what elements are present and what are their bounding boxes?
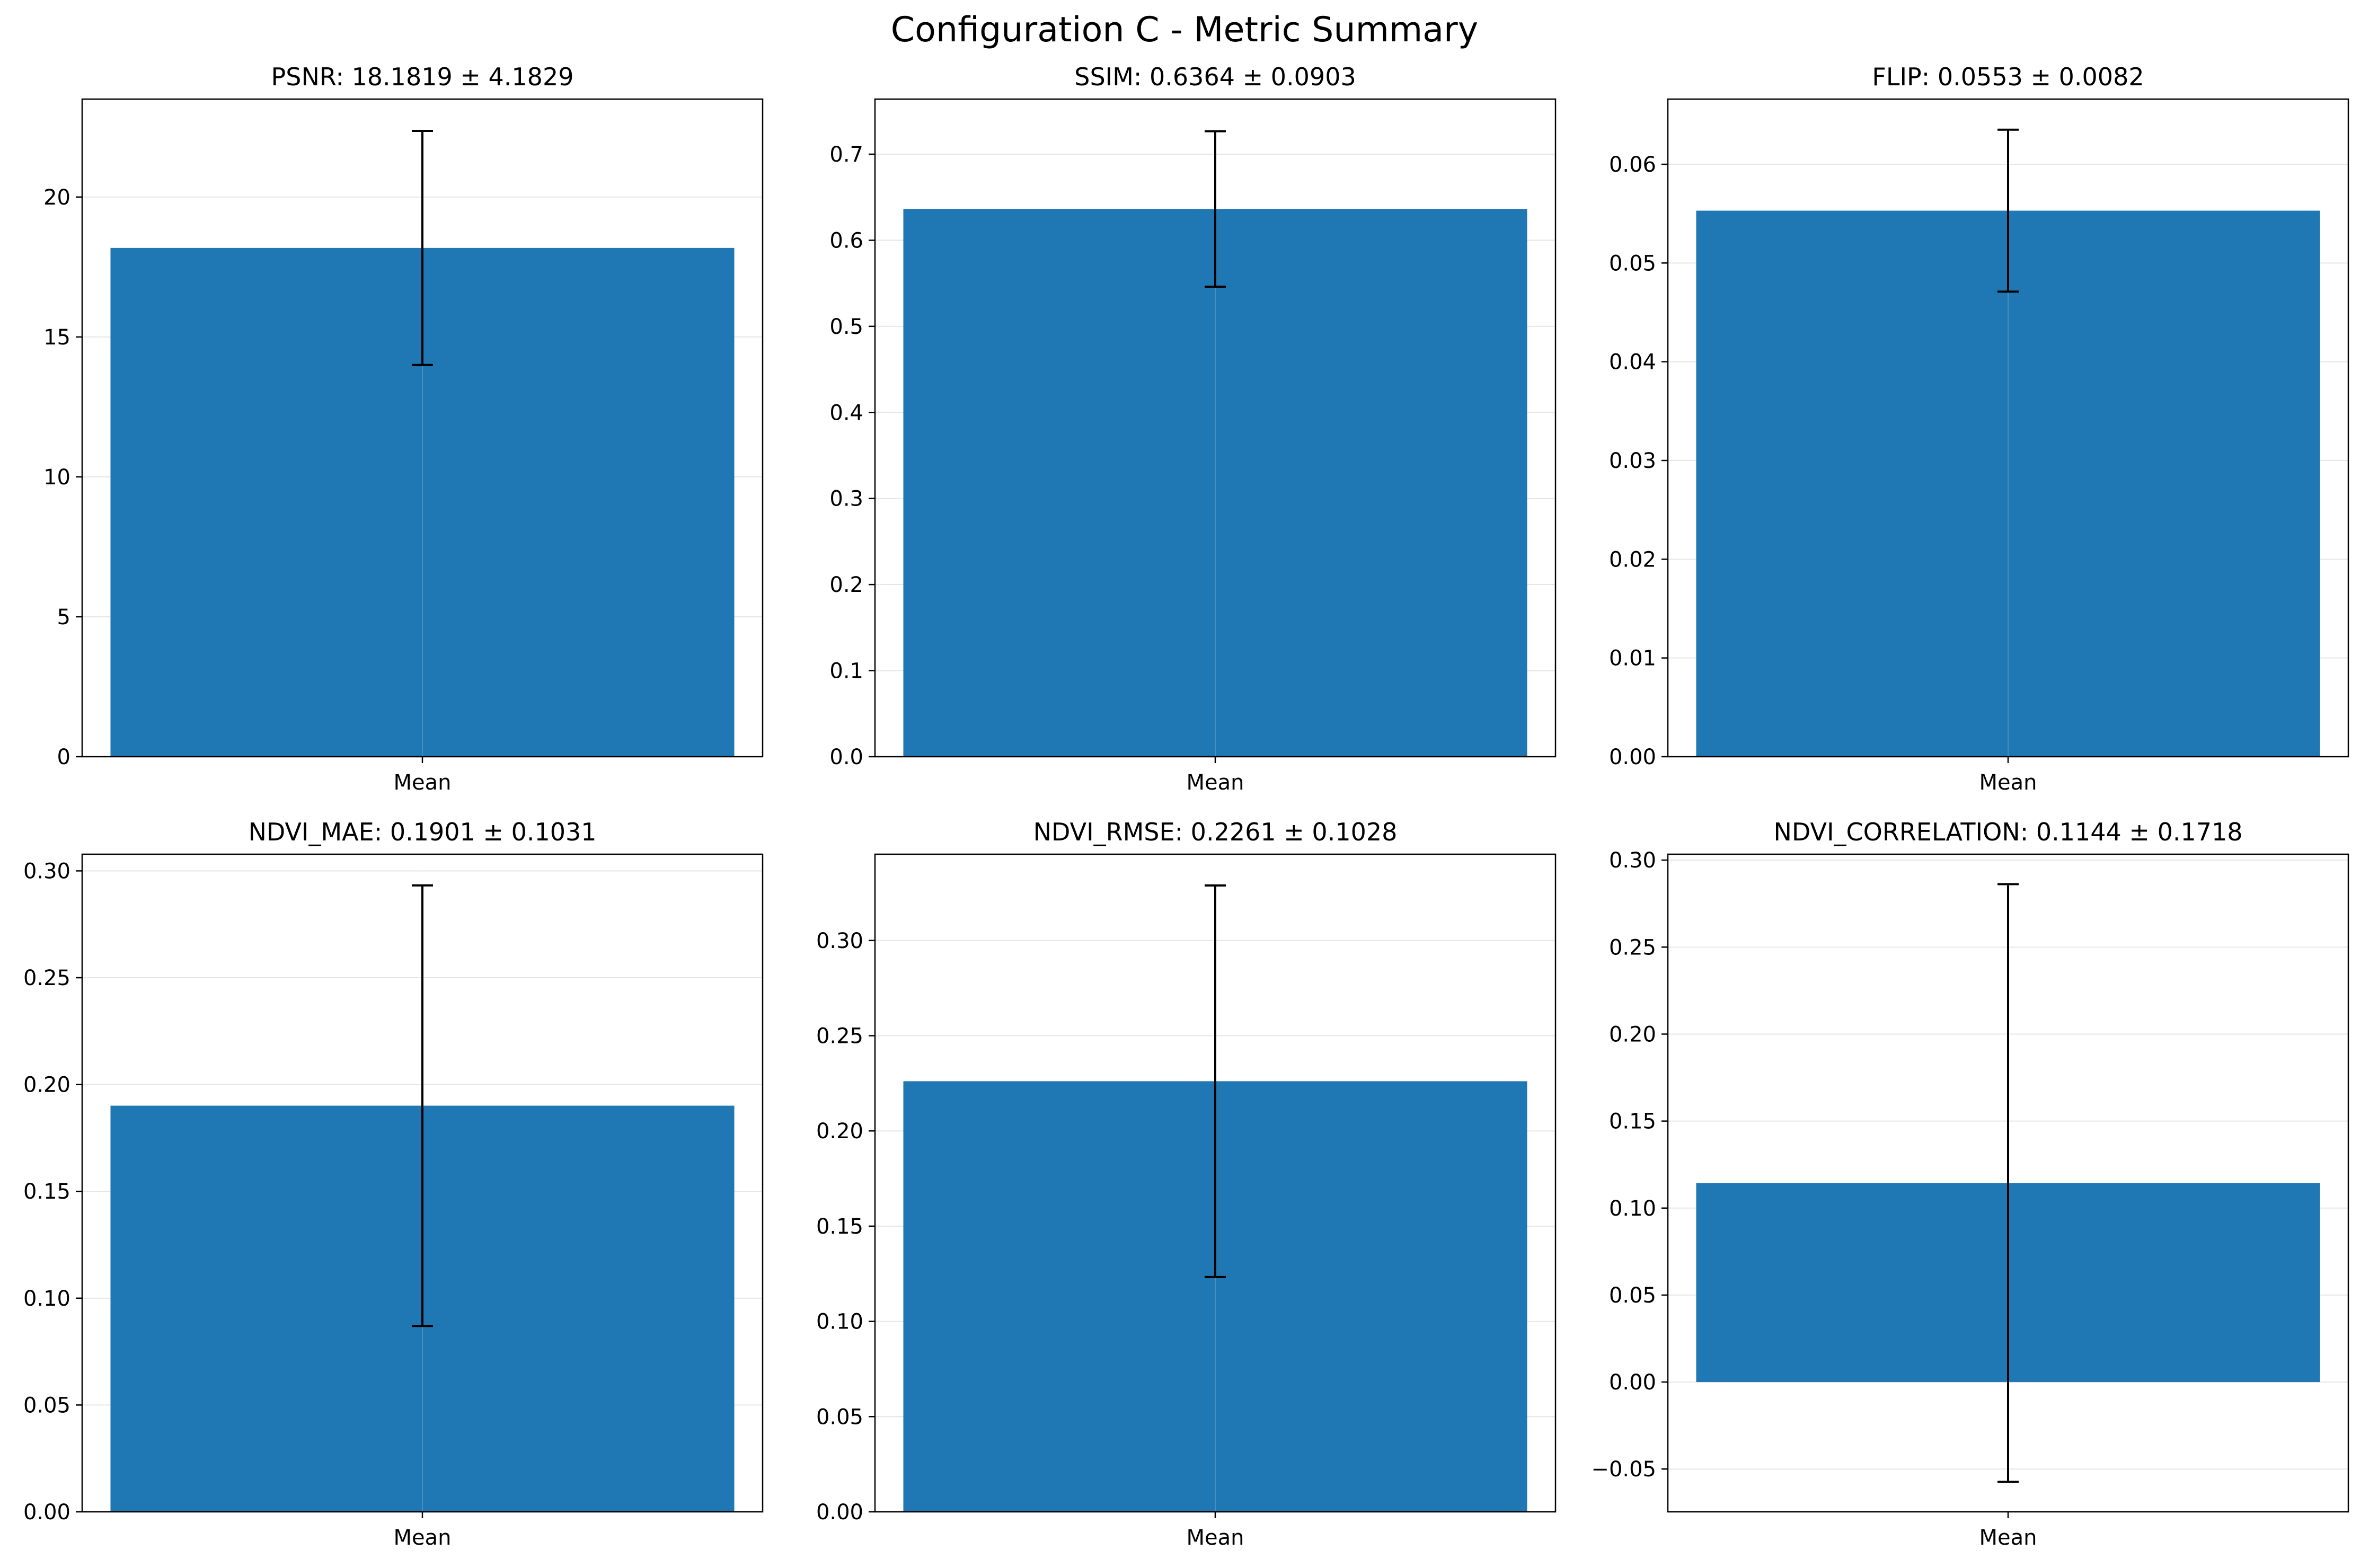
y-tick-label: 0.30 <box>23 859 70 883</box>
x-tick-label: Mean <box>394 1526 452 1550</box>
subplot-title: NDVI_MAE: 0.1901 ± 0.1031 <box>248 818 596 846</box>
y-tick-label: 0.30 <box>1609 848 1656 873</box>
subplot-title: PSNR: 18.1819 ± 4.1829 <box>271 63 574 91</box>
subplot-title: SSIM: 0.6364 ± 0.0903 <box>1074 63 1356 91</box>
y-tick-label: 0.4 <box>829 401 863 425</box>
y-tick-label: 0.7 <box>829 143 863 167</box>
subplot-grid: PSNR: 18.1819 ± 4.182905101520MeanSSIM: … <box>23 63 2349 1550</box>
y-tick-label: 0.3 <box>829 487 863 511</box>
y-tick-label: 0.03 <box>1609 449 1656 473</box>
y-tick-label: 0.20 <box>23 1073 70 1097</box>
y-tick-label: 0.00 <box>816 1500 863 1525</box>
y-tick-label: 0.20 <box>1609 1022 1656 1047</box>
subplot-title: FLIP: 0.0553 ± 0.0082 <box>1872 63 2144 91</box>
y-tick-label: 5 <box>57 605 70 630</box>
y-tick-label: 0.10 <box>1609 1197 1656 1221</box>
subplot-4: NDVI_MAE: 0.1901 ± 0.1031 0.00 0.05 0.10 0.1… <box>23 818 764 1550</box>
y-tick-label: 0.25 <box>1609 935 1656 960</box>
y-tick-label: 0.15 <box>23 1180 70 1204</box>
y-tick-label: 0.00 <box>1609 1370 1656 1395</box>
y-tick-label: 0.04 <box>1609 350 1656 375</box>
y-tick-label: 0.0 <box>829 745 863 769</box>
y-tick-label: 0.00 <box>1609 745 1656 769</box>
y-tick-label: 0.10 <box>816 1310 863 1334</box>
y-tick-label: 0.15 <box>1609 1110 1656 1134</box>
y-tick-label: 0.25 <box>23 966 70 990</box>
bar-mean <box>1696 210 2320 757</box>
subplot-title: NDVI_CORRELATION: 0.1144 ± 0.1718 <box>1773 818 2242 846</box>
x-tick-label: Mean <box>1979 770 2037 795</box>
y-tick-label: 0.20 <box>816 1119 863 1144</box>
y-tick-label: 0.01 <box>1609 646 1656 671</box>
subplot-6: NDVI_CORRELATION: 0.1144 ± 0.1718 −0.05 0.… <box>1591 818 2349 1550</box>
y-tick-label: 0.30 <box>816 929 863 953</box>
y-tick-label: 0.15 <box>816 1215 863 1239</box>
y-tick-label: 0.6 <box>829 228 863 253</box>
x-tick-label: Mean <box>1187 1526 1244 1550</box>
y-tick-label: 0.06 <box>1609 153 1656 177</box>
y-tick-label: 0.00 <box>23 1500 70 1525</box>
y-tick-label: 0 <box>57 745 70 769</box>
subplot-5: NDVI_RMSE: 0.2261 ± 0.1028 0.00 0.05 0.10 0.… <box>816 818 1557 1550</box>
x-tick-label: Mean <box>1979 1526 2037 1550</box>
y-tick-label: −0.05 <box>1591 1457 1656 1482</box>
y-tick-label: 0.25 <box>816 1024 863 1049</box>
y-tick-label: 20 <box>43 185 70 210</box>
y-tick-label: 15 <box>43 325 70 350</box>
y-tick-label: 0.02 <box>1609 547 1656 572</box>
y-tick-label: 0.05 <box>1609 251 1656 276</box>
y-tick-label: 0.10 <box>23 1287 70 1311</box>
x-tick-label: Mean <box>394 770 452 795</box>
y-tick-label: 10 <box>43 465 70 490</box>
y-tick-label: 0.5 <box>829 315 863 339</box>
y-tick-label: 0.05 <box>816 1405 863 1429</box>
y-tick-label: 0.05 <box>23 1393 70 1418</box>
y-tick-label: 0.05 <box>1609 1283 1656 1308</box>
subplot-2: SSIM: 0.6364 ± 0.0903 0.0 0.1 0.2 0.3 0.4 0.5 0… <box>829 63 1557 795</box>
figure-title: Configuration C - Metric Summary <box>891 10 1479 50</box>
bar-mean <box>903 209 1527 757</box>
subplot-3: FLIP: 0.0553 ± 0.0082 0.00 0.01 0.02 0.03 0.0… <box>1609 63 2349 795</box>
subplot-1: PSNR: 18.1819 ± 4.1829 0 5 10 15 20 Mean <box>43 63 764 795</box>
subplot-title: NDVI_RMSE: 0.2261 ± 0.1028 <box>1033 818 1398 846</box>
y-tick-label: 0.1 <box>829 659 863 684</box>
x-tick-label: Mean <box>1187 770 1244 795</box>
y-tick-label: 0.2 <box>829 573 863 597</box>
